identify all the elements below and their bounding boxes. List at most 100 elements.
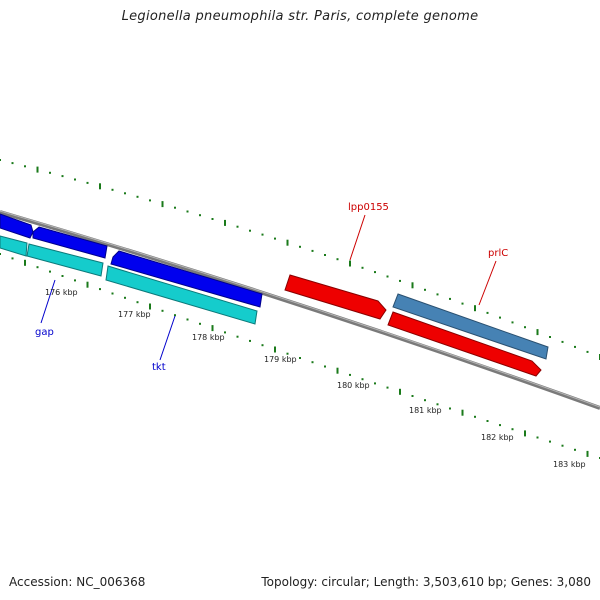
outer-minor-tick	[399, 279, 401, 282]
gene-arrow-red-2[interactable]	[387, 311, 542, 377]
inner-minor-tick	[361, 378, 364, 381]
leader-line-lpp0155	[349, 214, 366, 261]
inner-major-tick	[149, 303, 151, 310]
outer-major-tick	[99, 183, 101, 190]
inner-minor-tick	[386, 386, 389, 389]
outer-minor-tick	[499, 316, 501, 319]
outer-minor-tick	[211, 218, 214, 220]
inner-minor-tick	[299, 357, 301, 359]
inner-minor-tick	[574, 448, 576, 451]
outer-minor-tick	[124, 192, 126, 195]
inner-minor-tick	[36, 266, 39, 269]
inner-major-tick	[86, 281, 89, 288]
inner-minor-tick	[449, 407, 451, 410]
outer-major-tick	[411, 282, 414, 289]
inner-minor-tick	[74, 279, 76, 282]
outer-minor-tick	[249, 229, 251, 232]
inner-minor-tick	[374, 382, 376, 385]
gene-label-gap[interactable]: gap	[35, 327, 54, 338]
outer-minor-tick	[524, 326, 526, 329]
inner-minor-tick	[11, 257, 14, 260]
inner-major-tick	[399, 388, 401, 395]
outer-minor-tick	[199, 214, 201, 217]
gene-label-tkt[interactable]: tkt	[152, 362, 166, 373]
outer-minor-tick	[0, 159, 1, 161]
scale-label-178: 178 kbp	[192, 333, 225, 342]
outer-minor-tick	[374, 271, 376, 274]
genome-backbone-highlight	[0, 210, 600, 408]
outer-minor-tick	[261, 233, 264, 236]
outer-major-tick	[36, 166, 39, 173]
inner-minor-tick	[199, 322, 201, 325]
outer-minor-tick	[574, 345, 576, 348]
inner-minor-tick	[124, 296, 126, 299]
outer-major-tick	[161, 201, 164, 208]
inner-minor-tick	[99, 288, 101, 291]
inner-tick-track	[0, 253, 600, 459]
accession-text: Accession: NC_006368	[9, 575, 146, 589]
genome-summary-text: Topology: circular; Length: 3,503,610 bp…	[261, 575, 591, 589]
inner-minor-tick	[49, 270, 51, 273]
inner-minor-tick	[411, 395, 414, 397]
genome-backbone	[0, 210, 600, 410]
inner-minor-tick	[0, 253, 1, 255]
gene-arrow-blue-1[interactable]	[32, 226, 108, 259]
outer-minor-tick	[111, 188, 114, 191]
gene-bar-cyan-tkt[interactable]	[105, 265, 258, 325]
inner-minor-tick	[536, 436, 539, 439]
gene-arrow-left-edge-blue[interactable]	[0, 213, 34, 239]
outer-minor-tick	[11, 162, 14, 165]
outer-minor-tick	[86, 181, 89, 184]
gene-bar-cyan-gap[interactable]	[26, 243, 104, 277]
outer-major-tick	[349, 260, 351, 267]
outer-minor-tick	[24, 165, 26, 168]
scale-label-179: 179 kbp	[264, 355, 297, 364]
outer-minor-tick	[311, 249, 314, 252]
gene-label-prlC[interactable]: prlC	[488, 248, 508, 259]
leader-line-prlC	[478, 260, 497, 306]
scale-label-181: 181 kbp	[409, 406, 442, 415]
gene-arrow-prlC-steel[interactable]	[392, 293, 549, 360]
inner-minor-tick	[249, 339, 251, 342]
outer-minor-tick	[136, 195, 139, 198]
outer-minor-tick	[549, 336, 551, 338]
inner-major-tick	[211, 325, 214, 332]
inner-minor-tick	[61, 275, 64, 277]
outer-minor-tick	[561, 340, 564, 343]
inner-minor-tick	[349, 373, 351, 376]
scale-label-176: 176 kbp	[45, 288, 78, 297]
outer-minor-tick	[236, 225, 239, 228]
outer-tick-track	[0, 159, 600, 360]
leader-line-gap	[40, 279, 56, 324]
gene-arrow-lpp0155[interactable]	[284, 274, 387, 320]
inner-major-tick	[524, 430, 526, 437]
scale-label-182: 182 kbp	[481, 433, 514, 442]
scale-label-177: 177 kbp	[118, 310, 151, 319]
inner-major-tick	[24, 259, 26, 266]
outer-minor-tick	[299, 245, 301, 248]
inner-minor-tick	[174, 314, 176, 317]
outer-minor-tick	[436, 293, 439, 296]
scale-label-183: 183 kbp	[553, 460, 586, 469]
inner-minor-tick	[324, 365, 326, 368]
outer-minor-tick	[149, 199, 151, 202]
gene-bar-cyan-edge[interactable]	[0, 235, 28, 257]
gene-label-lpp0155[interactable]: lpp0155	[348, 202, 389, 213]
inner-major-tick	[586, 450, 589, 457]
outer-minor-tick	[61, 175, 64, 178]
inner-minor-tick	[136, 301, 139, 304]
inner-major-tick	[274, 346, 276, 353]
outer-minor-tick	[386, 275, 389, 278]
outer-minor-tick	[174, 206, 176, 209]
inner-minor-tick	[186, 318, 189, 321]
scale-label-180: 180 kbp	[337, 381, 370, 390]
inner-minor-tick	[511, 428, 514, 431]
outer-minor-tick	[336, 258, 339, 261]
inner-major-tick	[461, 409, 464, 416]
outer-minor-tick	[486, 311, 489, 314]
gene-arrow-tkt-blue[interactable]	[110, 250, 263, 308]
outer-major-tick	[474, 305, 476, 312]
leader-line-tkt	[159, 315, 176, 361]
inner-minor-tick	[486, 420, 489, 422]
inner-minor-tick	[224, 331, 226, 334]
